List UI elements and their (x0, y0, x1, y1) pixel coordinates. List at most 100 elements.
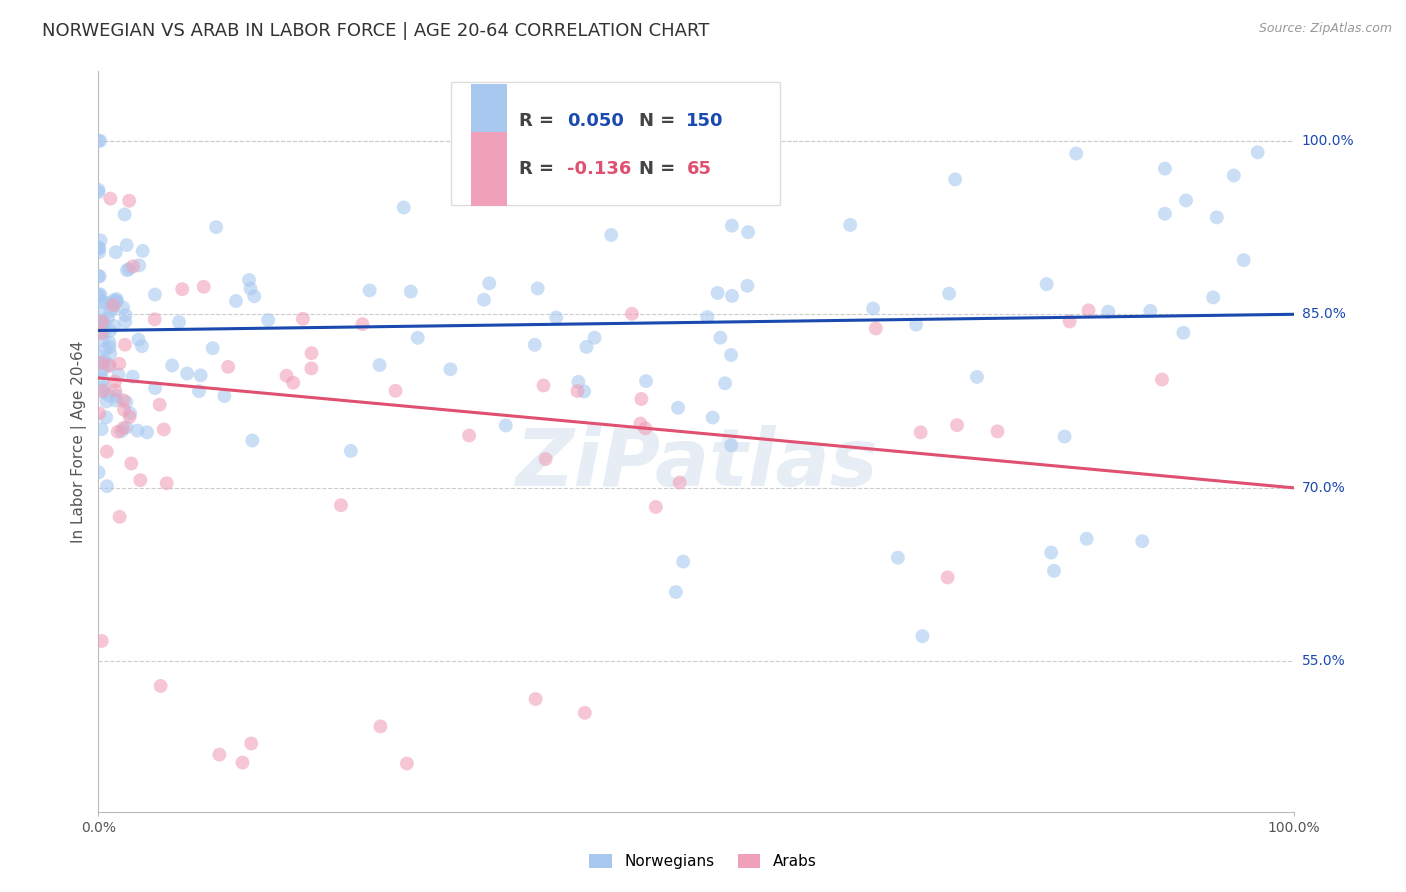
Point (911, 629, 934, 643)
Point (865, 321, 887, 335)
Point (105, 292, 128, 306)
Point (103, 319, 125, 334)
Point (634, 374, 657, 388)
Point (672, 555, 695, 569)
Point (93, 295, 115, 310)
Point (936, 570, 959, 584)
Point (98, 324, 121, 338)
Point (257, 313, 280, 327)
Point (458, 428, 481, 442)
Point (946, 418, 969, 433)
Point (1077, 303, 1099, 318)
Text: 100.0%: 100.0% (1302, 134, 1354, 148)
Point (96, 444, 118, 458)
Point (225, 293, 247, 308)
Point (905, 318, 928, 332)
Point (567, 375, 589, 389)
Point (107, 425, 129, 439)
Point (131, 339, 153, 353)
Point (666, 401, 689, 415)
Point (143, 381, 166, 395)
Point (240, 736, 263, 750)
Point (96, 479, 118, 493)
Point (87, 287, 110, 301)
Point (87, 406, 110, 420)
Point (644, 500, 666, 514)
Point (93, 326, 115, 340)
Point (368, 358, 391, 372)
Point (149, 679, 172, 693)
Point (620, 307, 643, 321)
Y-axis label: In Labor Force | Age 20-64: In Labor Force | Age 20-64 (72, 341, 87, 542)
Point (1064, 146, 1087, 161)
Point (943, 172, 966, 186)
Point (524, 692, 547, 706)
Point (340, 443, 363, 458)
Point (1153, 207, 1175, 221)
Point (238, 273, 260, 287)
Point (98, 346, 121, 360)
Text: 85.0%: 85.0% (1302, 307, 1346, 321)
Point (1040, 545, 1063, 559)
Point (98, 340, 121, 354)
Point (90, 294, 112, 309)
Point (96, 410, 118, 425)
Point (152, 422, 174, 436)
Point (98, 192, 122, 206)
Point (193, 279, 215, 293)
Point (100, 304, 122, 318)
Point (118, 194, 141, 208)
Point (128, 333, 150, 347)
Point (217, 359, 239, 374)
Point (105, 294, 128, 309)
Point (101, 301, 124, 316)
Point (112, 301, 135, 315)
FancyBboxPatch shape (471, 84, 508, 158)
Point (399, 285, 422, 299)
Text: NORWEGIAN VS ARAB IN LABOR FORCE | AGE 20-64 CORRELATION CHART: NORWEGIAN VS ARAB IN LABOR FORCE | AGE 2… (42, 22, 710, 40)
Point (720, 348, 742, 362)
Point (131, 244, 153, 258)
Point (384, 384, 406, 398)
Point (107, 368, 129, 382)
Point (1043, 564, 1066, 578)
Point (583, 331, 606, 345)
Point (108, 509, 131, 524)
Point (91, 362, 114, 376)
Point (87, 245, 110, 260)
Point (737, 278, 759, 293)
Point (696, 310, 718, 324)
Point (392, 201, 415, 215)
Point (1223, 169, 1246, 183)
Point (91, 334, 114, 348)
Point (115, 238, 138, 252)
Point (87, 289, 110, 303)
Point (721, 219, 744, 233)
Legend: Norwegians, Arabs: Norwegians, Arabs (583, 848, 823, 875)
Text: N =: N = (638, 112, 681, 129)
Point (1175, 194, 1198, 208)
Point (87, 240, 110, 254)
Point (546, 310, 568, 325)
Point (634, 421, 657, 435)
Point (1150, 372, 1173, 386)
Point (112, 402, 135, 417)
Point (534, 452, 557, 467)
Point (1076, 532, 1098, 546)
Point (572, 384, 595, 399)
Point (439, 362, 461, 376)
Point (495, 418, 517, 433)
Point (103, 298, 125, 312)
Point (112, 421, 135, 435)
Point (104, 375, 127, 389)
Point (97, 310, 120, 325)
Point (567, 384, 589, 398)
Point (103, 293, 125, 307)
Point (94, 342, 117, 356)
Point (291, 311, 314, 326)
Point (115, 263, 138, 277)
Point (231, 756, 253, 770)
Point (214, 389, 236, 403)
Point (98, 296, 121, 310)
Point (737, 225, 759, 239)
